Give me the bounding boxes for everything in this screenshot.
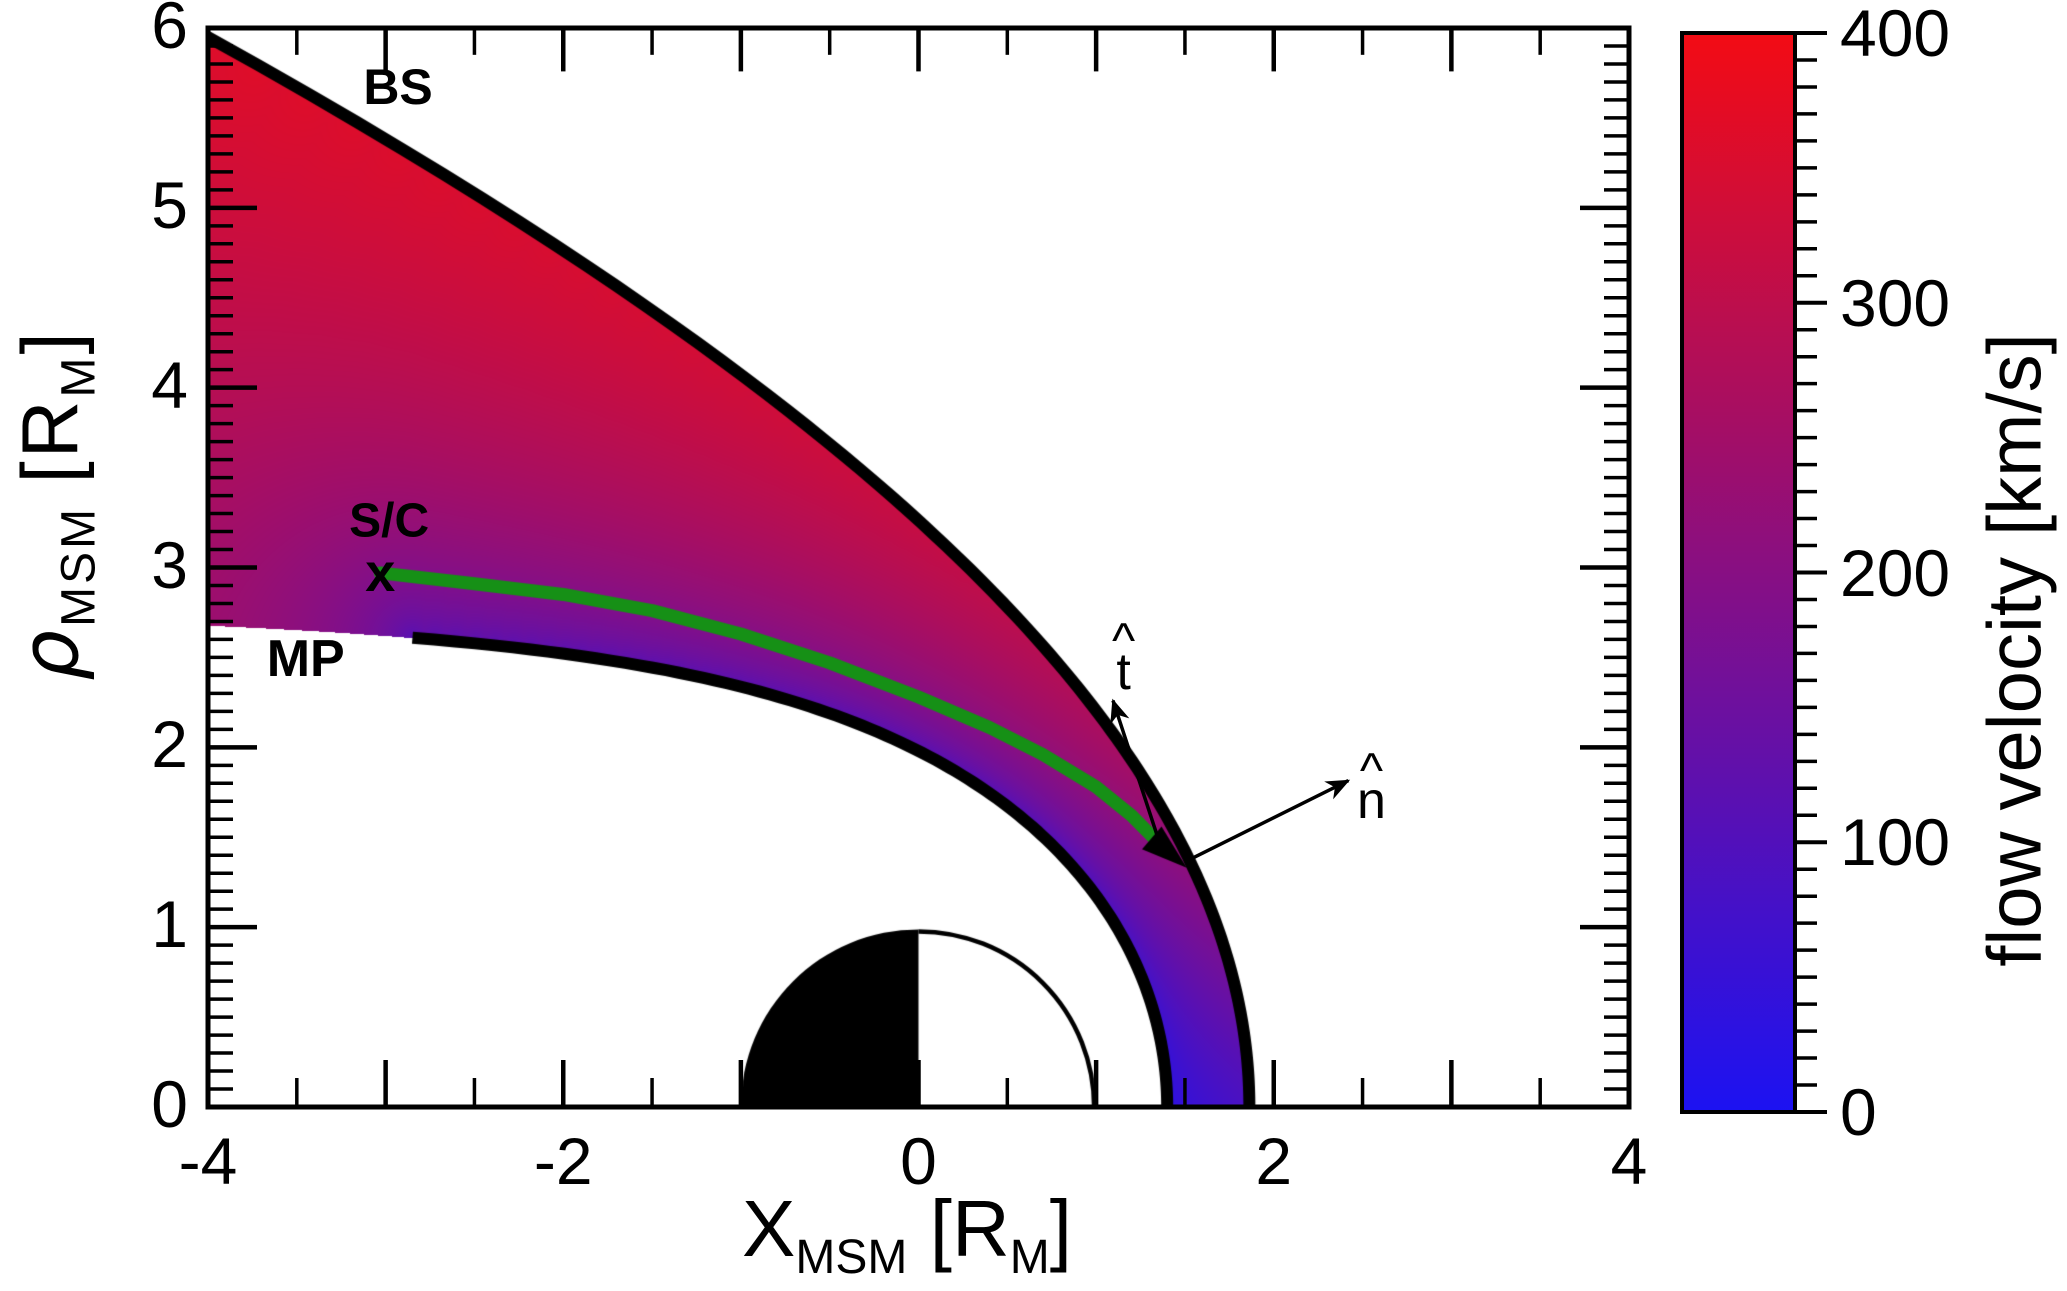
colorbar-gradient xyxy=(1682,33,1795,1112)
colorbar-tick-label-0: 0 xyxy=(1840,1075,1877,1149)
y-tick-label-1: 1 xyxy=(151,887,188,962)
y-tick-label-5: 5 xyxy=(151,167,188,242)
normal-vector-arrow xyxy=(1192,779,1351,860)
y-tick-label-2: 2 xyxy=(151,707,188,782)
x-tick-label--4: -4 xyxy=(178,1124,238,1198)
normal-vector-label: ^ n xyxy=(1356,742,1386,831)
colorbar-title: flow velocity [km/s] xyxy=(1972,333,2058,967)
y-tick-label-6: 6 xyxy=(151,0,188,62)
x-tick-label-4: 4 xyxy=(1610,1124,1648,1198)
y-tick-label-3: 3 xyxy=(151,527,188,602)
bow-shock-label: BS xyxy=(363,59,433,116)
y-tick-label-4: 4 xyxy=(151,347,188,422)
spacecraft-start-marker: x xyxy=(365,542,396,603)
magnetopause-label: MP xyxy=(266,630,345,689)
tangent-vector-label: ^ t xyxy=(1112,613,1136,701)
x-tick-label-2: 2 xyxy=(1255,1124,1293,1198)
magnetosheath-field-canvas xyxy=(208,28,1629,1107)
normal-hat-accent: ^ xyxy=(1359,742,1384,798)
colorbar-tick-label-100: 100 xyxy=(1840,805,1951,880)
colorbar-tick-label-200: 200 xyxy=(1840,535,1951,610)
x-tick-label-0: 0 xyxy=(900,1124,937,1198)
tangent-vector-arrow xyxy=(1110,698,1162,845)
y-tick-label-0: 0 xyxy=(151,1066,188,1141)
x-axis-title: XMSM [RM] xyxy=(742,1184,1072,1284)
x-tick-label--2: -2 xyxy=(533,1124,593,1198)
colorbar-tick-label-300: 300 xyxy=(1840,265,1951,340)
tangent-hat-accent: ^ xyxy=(1112,613,1136,669)
colorbar-tick-label-400: 400 xyxy=(1840,0,1951,70)
spacecraft-label: S/C xyxy=(349,494,430,548)
